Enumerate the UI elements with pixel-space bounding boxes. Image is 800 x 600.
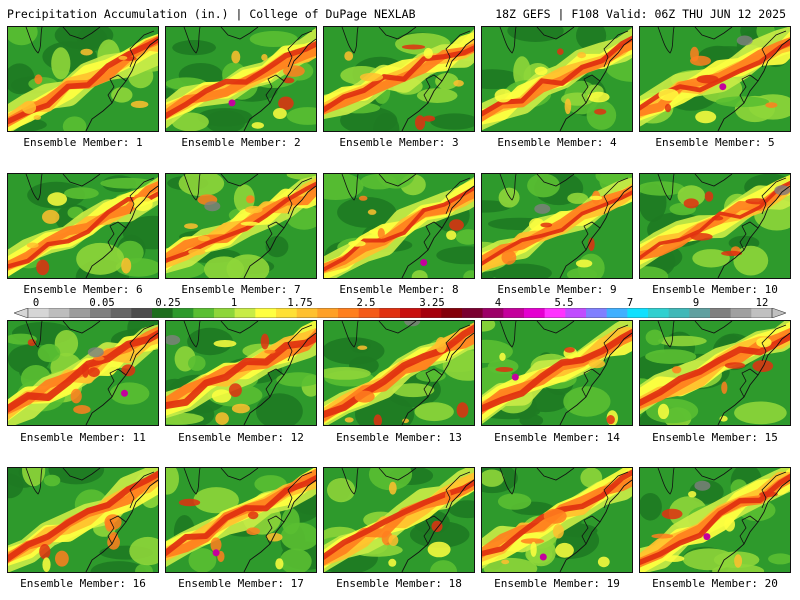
ensemble-member-label: Ensemble Member: 12: [178, 431, 304, 444]
colorbar-tick-label: 0.05: [89, 297, 115, 309]
ensemble-member-map: [639, 26, 791, 132]
colorbar-tick-label: 7: [626, 297, 634, 309]
ensemble-member-map: [481, 467, 633, 573]
ensemble-member-label: Ensemble Member: 10: [652, 283, 778, 296]
colorbar-tick-label: 1.75: [287, 297, 313, 309]
ensemble-member-label: Ensemble Member: 17: [178, 577, 304, 590]
ensemble-member-label: Ensemble Member: 8: [339, 283, 459, 296]
ensemble-member-label: Ensemble Member: 7: [181, 283, 301, 296]
colorbar-tick-label: 12: [755, 297, 769, 309]
ensemble-member-map: [7, 320, 159, 426]
ensemble-member-map: [165, 173, 317, 279]
ensemble-member-label: Ensemble Member: 9: [497, 283, 617, 296]
ensemble-member-map: [323, 26, 475, 132]
ensemble-member-label: Ensemble Member: 1: [23, 136, 143, 149]
ensemble-member-label: Ensemble Member: 5: [655, 136, 775, 149]
ensemble-member-map: [165, 26, 317, 132]
ensemble-member-label: Ensemble Member: 20: [652, 577, 778, 590]
colorbar-tick-label: 1: [230, 297, 238, 309]
ensemble-member-map: [165, 467, 317, 573]
precip-colorbar: [14, 308, 786, 318]
ensemble-member-map: [165, 320, 317, 426]
colorbar-tick-label: 3.25: [419, 297, 445, 309]
model-run-info: 18Z GEFS | F108 Valid: 06Z THU JUN 12 20…: [495, 7, 786, 21]
ensemble-member-map: [639, 320, 791, 426]
ensemble-member-map: [481, 173, 633, 279]
ensemble-member-map: [481, 26, 633, 132]
ensemble-member-map: [7, 173, 159, 279]
colorbar-tick-label: 5.5: [554, 297, 574, 309]
ensemble-member-map: [7, 26, 159, 132]
ensemble-member-label: Ensemble Member: 3: [339, 136, 459, 149]
ensemble-member-map: [323, 173, 475, 279]
map-title: Precipitation Accumulation (in.) | Colle…: [7, 7, 416, 21]
ensemble-member-map: [639, 173, 791, 279]
ensemble-member-label: Ensemble Member: 19: [494, 577, 620, 590]
ensemble-member-map: [639, 467, 791, 573]
ensemble-member-label: Ensemble Member: 15: [652, 431, 778, 444]
colorbar-tick-label: 0.25: [155, 297, 181, 309]
ensemble-member-map: [323, 467, 475, 573]
ensemble-member-label: Ensemble Member: 2: [181, 136, 301, 149]
ensemble-member-label: Ensemble Member: 18: [336, 577, 462, 590]
ensemble-member-map: [481, 320, 633, 426]
ensemble-member-map: [323, 320, 475, 426]
ensemble-member-label: Ensemble Member: 16: [20, 577, 146, 590]
ensemble-member-label: Ensemble Member: 11: [20, 431, 146, 444]
colorbar-tick-label: 9: [692, 297, 700, 309]
colorbar-tick-label: 0: [32, 297, 40, 309]
ensemble-member-label: Ensemble Member: 4: [497, 136, 617, 149]
ensemble-member-map: [7, 467, 159, 573]
ensemble-member-label: Ensemble Member: 13: [336, 431, 462, 444]
colorbar-tick-label: 4: [494, 297, 502, 309]
ensemble-member-label: Ensemble Member: 6: [23, 283, 143, 296]
colorbar-tick-label: 2.5: [356, 297, 376, 309]
ensemble-member-label: Ensemble Member: 14: [494, 431, 620, 444]
